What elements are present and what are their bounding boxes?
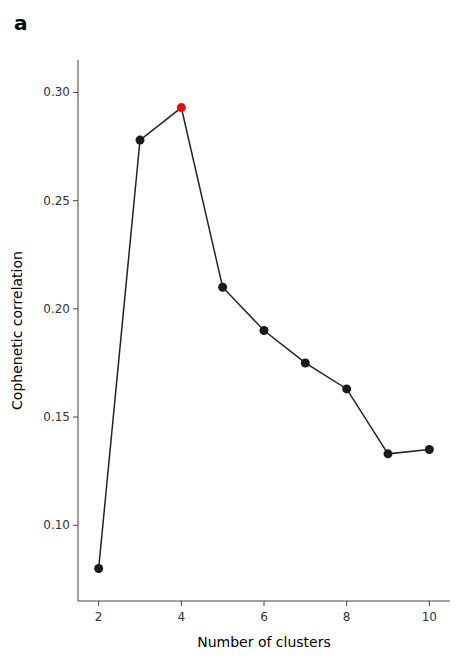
- plot-area: [94, 103, 434, 573]
- y-axis-line: [78, 60, 79, 601]
- y-tick-label: 0.10: [43, 518, 70, 532]
- point: [342, 384, 351, 393]
- y-tick-label: 0.30: [43, 85, 70, 99]
- x-axis-label: Number of clusters: [197, 634, 331, 650]
- x-tick-label: 2: [95, 610, 103, 624]
- x-tick-label: 4: [178, 610, 186, 624]
- y-tick: [73, 417, 78, 418]
- x-tick: [264, 601, 265, 606]
- x-tick: [98, 601, 99, 606]
- y-tick-label: 0.15: [43, 410, 70, 424]
- y-tick-label: 0.20: [43, 302, 70, 316]
- title: a: [14, 11, 28, 35]
- point: [301, 358, 310, 367]
- point: [260, 326, 269, 335]
- point: [177, 103, 186, 112]
- point: [136, 136, 145, 145]
- point: [425, 445, 434, 454]
- x-tick: [346, 601, 347, 606]
- y-tick-label: 0.25: [43, 194, 70, 208]
- point: [384, 449, 393, 458]
- y-tick: [73, 92, 78, 93]
- point: [218, 283, 227, 292]
- x-tick: [181, 601, 182, 606]
- x-tick: [429, 601, 430, 606]
- y-tick: [73, 525, 78, 526]
- x-tick-label: 10: [422, 610, 437, 624]
- line: [99, 108, 430, 569]
- point: [94, 564, 103, 573]
- y-tick: [73, 308, 78, 309]
- chart: a 2 4 6 8 10 0.10 0.15 0.20 0.25 0.30 Number of clu…: [0, 0, 474, 671]
- y-tick: [73, 200, 78, 201]
- x-tick-label: 6: [260, 610, 268, 624]
- y-axis-label: Cophenetic correlation: [9, 251, 25, 410]
- x-tick-label: 8: [343, 610, 351, 624]
